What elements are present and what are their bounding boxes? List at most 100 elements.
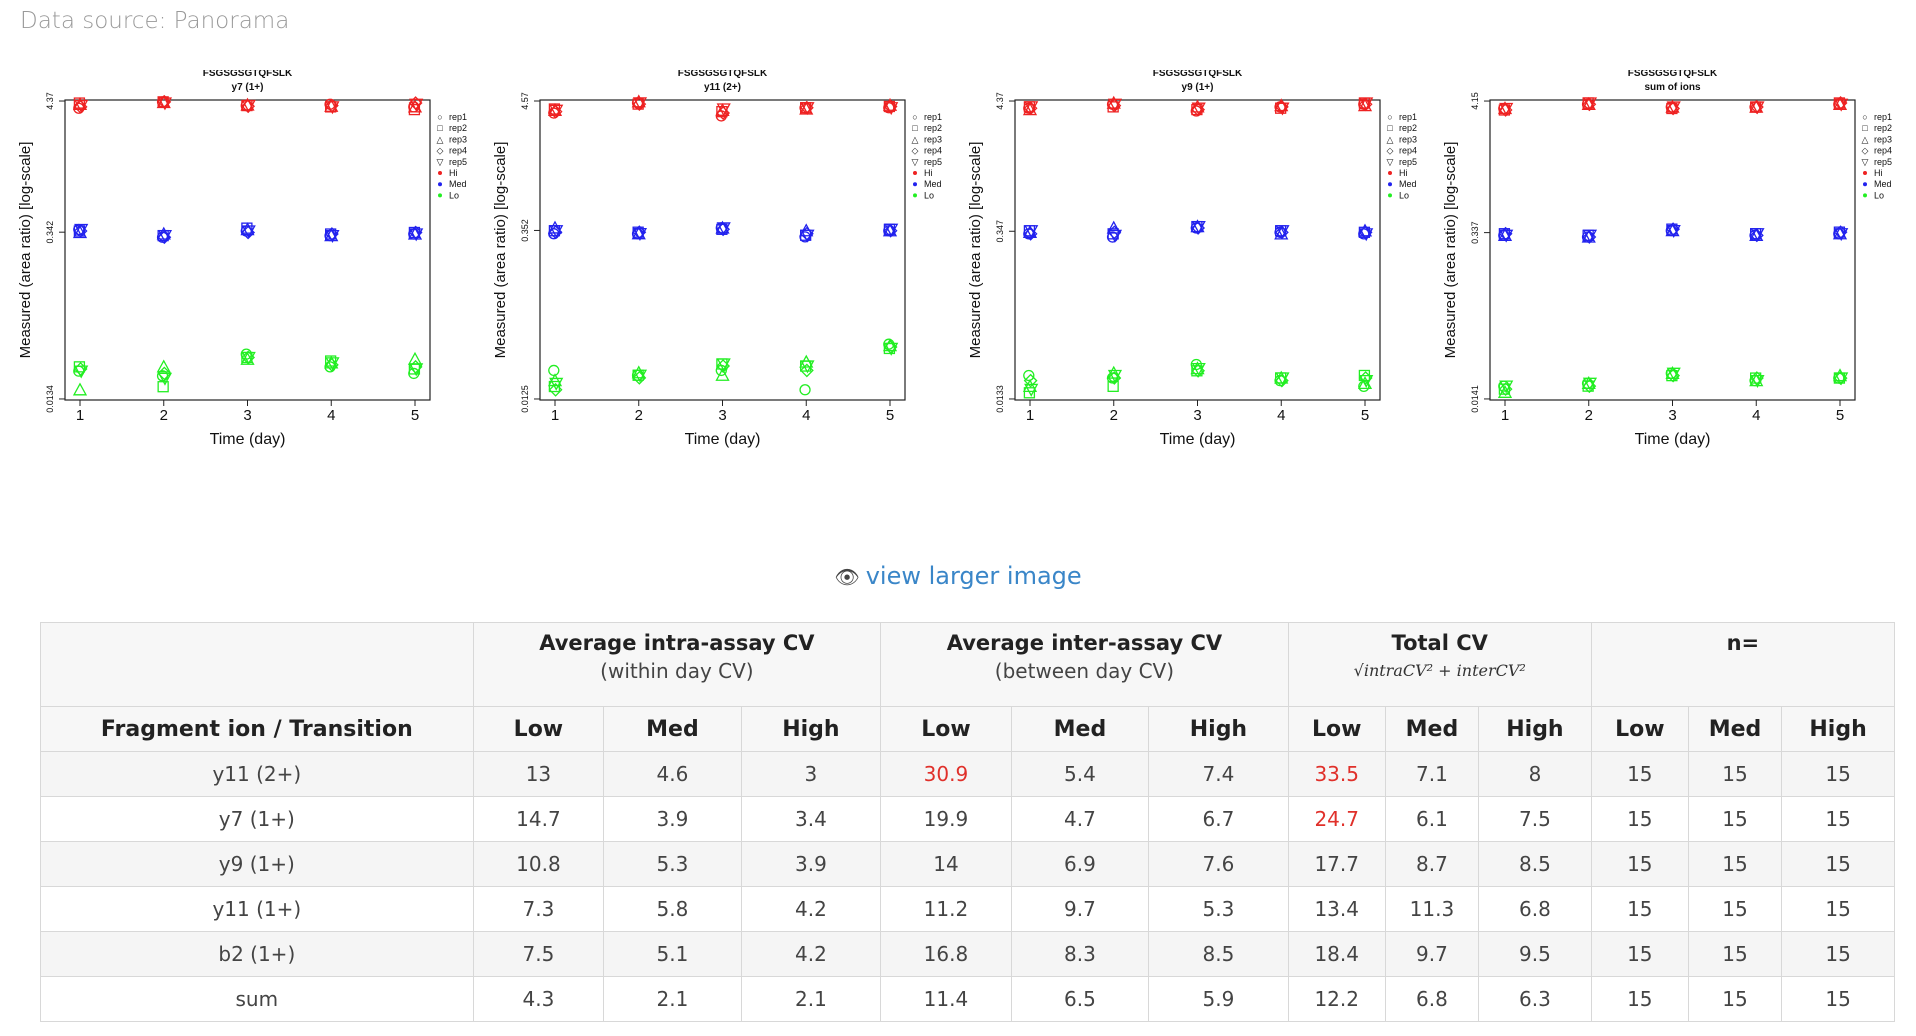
legend-symbol — [438, 171, 442, 175]
legend-symbol — [913, 193, 917, 198]
data-point — [157, 229, 173, 243]
cv-cell: 8.7 — [1384, 841, 1480, 887]
cv-cell: 6.3 — [1478, 976, 1592, 1022]
cv-cell: 8 — [1478, 751, 1592, 797]
cv-cell: 15 — [1590, 796, 1689, 842]
data-point — [716, 103, 731, 117]
charts-row: FSGSGSGTQFSLK y7 (1+) 4.37 0.342 0.0134 1 2 3 4 5… — [0, 70, 1916, 550]
column-header-high: High — [740, 706, 882, 752]
legend-symbol — [1863, 171, 1867, 175]
legend-label: rep1 — [449, 112, 467, 122]
column-header-low: Low — [1590, 706, 1689, 752]
plot-frame — [1489, 99, 1856, 401]
legend-label: Med — [924, 179, 942, 189]
legend-label: Lo — [1399, 190, 1409, 200]
data-point — [1582, 229, 1598, 243]
table-row: y11 (1+) 7.3 5.8 4.2 11.2 9.7 5.3 13.4 11.3 6.8 15… — [40, 886, 1895, 932]
y-tick-label: 0.0134 — [45, 385, 55, 413]
table-body: y11 (2+) 13 4.6 3 30.9 5.4 7.4 33.5 7.1 8 15 15 15 y7… — [40, 751, 1895, 1022]
legend-symbol: □ — [1387, 123, 1393, 133]
transition-cell: sum — [40, 976, 474, 1022]
group-header-n: n= — [1590, 622, 1896, 707]
legend-label: rep5 — [924, 157, 942, 167]
legend-label: rep4 — [1399, 146, 1417, 156]
group-header-inter: Average inter-assay CV (between day CV) — [880, 622, 1289, 707]
transition-cell: b2 (1+) — [40, 931, 474, 977]
x-tick-label: 4 — [1277, 407, 1285, 424]
y-axis-label: Measured (area ratio) [log-scale] — [1442, 142, 1459, 359]
legend-symbol: ○ — [912, 112, 917, 122]
x-axis-label: Time (day) — [1160, 431, 1236, 448]
cv-cell: 6.1 — [1384, 796, 1480, 842]
cv-cell: 3 — [740, 751, 882, 797]
cv-cell: 30.9 — [880, 751, 1012, 797]
view-larger-label[interactable]: view larger image — [865, 562, 1082, 590]
cv-cell: 5.9 — [1148, 976, 1289, 1022]
data-point — [325, 101, 340, 115]
data-point — [549, 225, 564, 239]
x-tick-label: 4 — [327, 407, 335, 424]
y-axis-label: Measured (area ratio) [log-scale] — [967, 142, 984, 359]
data-point — [157, 372, 173, 386]
data-point — [409, 98, 424, 112]
chart-y7: FSGSGSGTQFSLK y7 (1+) 4.37 0.342 0.0134 1 2 3 4 5… — [17, 70, 467, 448]
column-header-transition: Fragment ion / Transition — [40, 706, 474, 752]
y-tick-label: 0.342 — [45, 221, 55, 244]
legend-symbol: ▽ — [437, 157, 444, 167]
cv-cell: 5.3 — [603, 841, 742, 887]
group-header-total: Total CV √intraCV² + interCV² — [1287, 622, 1592, 707]
data-points — [547, 94, 899, 397]
data-points — [72, 94, 424, 396]
data-point — [548, 382, 563, 397]
data-point — [1106, 220, 1121, 234]
data-point — [157, 381, 169, 393]
data-point — [1022, 378, 1038, 392]
cv-cell: 7.4 — [1148, 751, 1289, 797]
data-point — [800, 102, 815, 116]
cv-cell: 2.1 — [603, 976, 742, 1022]
data-point — [1834, 228, 1849, 242]
legend-label: Med — [449, 179, 467, 189]
cv-cell: 15 — [1781, 931, 1895, 977]
data-point — [1024, 101, 1039, 115]
legend-label: Hi — [924, 168, 933, 178]
data-point — [1582, 97, 1598, 111]
data-point — [241, 99, 256, 113]
legend-label: rep3 — [449, 134, 467, 144]
y-tick-label: 4.37 — [995, 92, 1005, 110]
x-tick-label: 3 — [1668, 407, 1676, 424]
legend-symbol: △ — [1862, 134, 1869, 144]
data-point — [1499, 229, 1514, 243]
table-row: sum 4.3 2.1 2.1 11.4 6.5 5.9 12.2 6.8 6.3 15 15 15 — [40, 976, 1895, 1022]
data-point — [409, 228, 424, 242]
column-header-low: Low — [1287, 706, 1386, 752]
data-point — [547, 220, 563, 234]
legend-label: rep3 — [1874, 134, 1892, 144]
column-header-high: High — [1148, 706, 1289, 752]
legend-symbol — [1863, 182, 1867, 187]
legend-symbol: ◇ — [1387, 146, 1394, 156]
x-tick-label: 1 — [1501, 407, 1509, 424]
cv-cell: 5.8 — [603, 886, 742, 932]
chart-subtitle: y7 (1+) — [232, 82, 264, 93]
x-tick-label: 4 — [802, 407, 810, 424]
column-header-med: Med — [1384, 706, 1480, 752]
data-point — [325, 357, 340, 371]
legend-label: Hi — [1399, 168, 1408, 178]
data-point — [1024, 225, 1039, 239]
chart-subtitle: y9 (1+) — [1182, 82, 1214, 93]
data-point — [1191, 220, 1206, 234]
x-tick-label: 2 — [635, 407, 643, 424]
view-larger-link[interactable]: 👁 view larger image — [0, 562, 1916, 590]
table-row: y11 (2+) 13 4.6 3 30.9 5.4 7.4 33.5 7.1 8 15 15 15 — [40, 751, 1895, 797]
cv-cell: 6.8 — [1384, 976, 1480, 1022]
cv-cell: 14 — [880, 841, 1012, 887]
column-header-high: High — [1781, 706, 1895, 752]
cv-cell: 3.9 — [603, 796, 742, 842]
cv-cell: 15 — [1687, 976, 1783, 1022]
table-group-header: Average intra-assay CV (within day CV) Av… — [40, 622, 1896, 707]
legend-label: rep4 — [1874, 146, 1892, 156]
cv-cell: 6.9 — [1010, 841, 1150, 887]
